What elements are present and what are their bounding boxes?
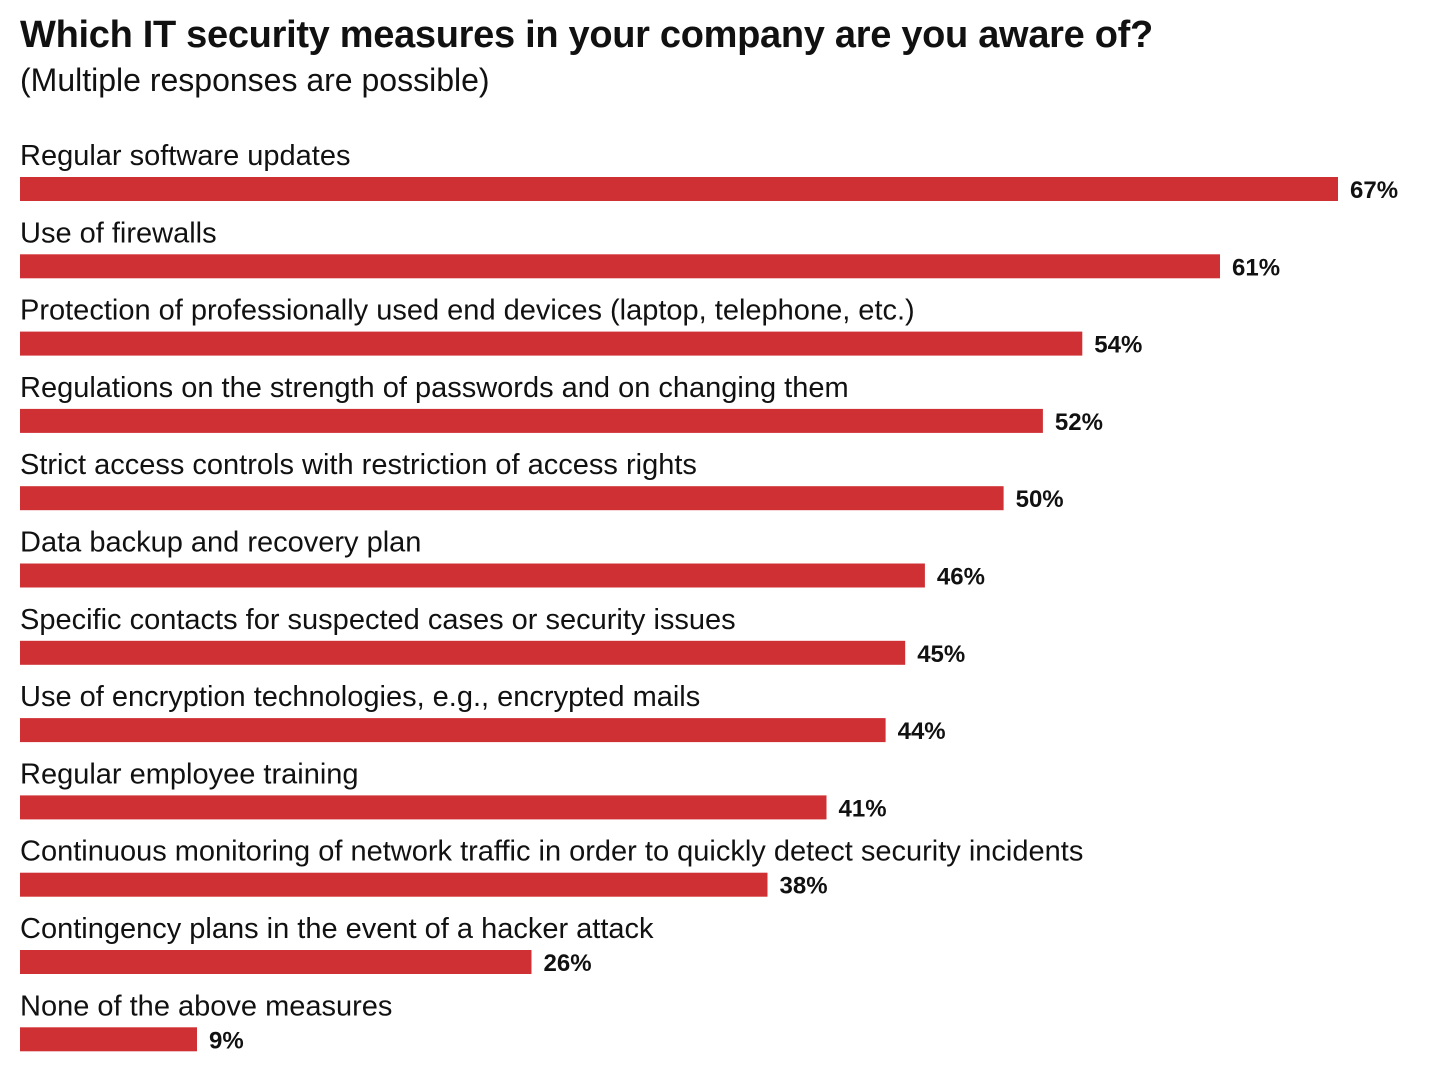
category-label: Contingency plans in the event of a hack…: [20, 913, 654, 945]
category-label: Strict access controls with restriction …: [20, 449, 697, 481]
value-label: 46%: [937, 564, 985, 591]
bar: [20, 795, 827, 820]
bar: [20, 331, 1083, 356]
bar: [20, 254, 1220, 279]
value-label: 50%: [1016, 486, 1064, 513]
category-label: Regular employee training: [20, 758, 359, 790]
category-label: Use of encryption technologies, e.g., en…: [20, 681, 700, 713]
bar: [20, 872, 768, 897]
category-label: Regular software updates: [20, 140, 350, 172]
category-label: None of the above measures: [20, 990, 392, 1022]
category-label: Data backup and recovery plan: [20, 527, 421, 559]
bar: [20, 563, 925, 588]
value-label: 26%: [544, 950, 592, 977]
value-label: 54%: [1094, 332, 1142, 359]
category-label: Continuous monitoring of network traffic…: [20, 836, 1083, 868]
bar: [20, 1027, 197, 1052]
value-label: 45%: [917, 641, 965, 668]
value-label: 67%: [1350, 177, 1398, 204]
value-label: 61%: [1232, 254, 1280, 281]
chart-subtitle: (Multiple responses are possible): [20, 62, 490, 98]
bar: [20, 408, 1043, 433]
category-label: Protection of professionally used end de…: [20, 295, 915, 327]
category-label: Specific contacts for suspected cases or…: [20, 604, 736, 636]
bar: [20, 177, 1338, 201]
bar: [20, 718, 886, 743]
value-label: 9%: [209, 1027, 244, 1054]
value-label: 38%: [780, 873, 828, 900]
category-label: Use of firewalls: [20, 217, 217, 249]
category-label: Regulations on the strength of passwords…: [20, 372, 849, 404]
bar: [20, 486, 1004, 511]
value-label: 52%: [1055, 409, 1103, 436]
chart-title: Which IT security measures in your compa…: [20, 14, 1153, 56]
bar: [20, 950, 532, 974]
bar: [20, 640, 906, 665]
value-label: 41%: [839, 795, 887, 822]
value-label: 44%: [898, 718, 946, 745]
